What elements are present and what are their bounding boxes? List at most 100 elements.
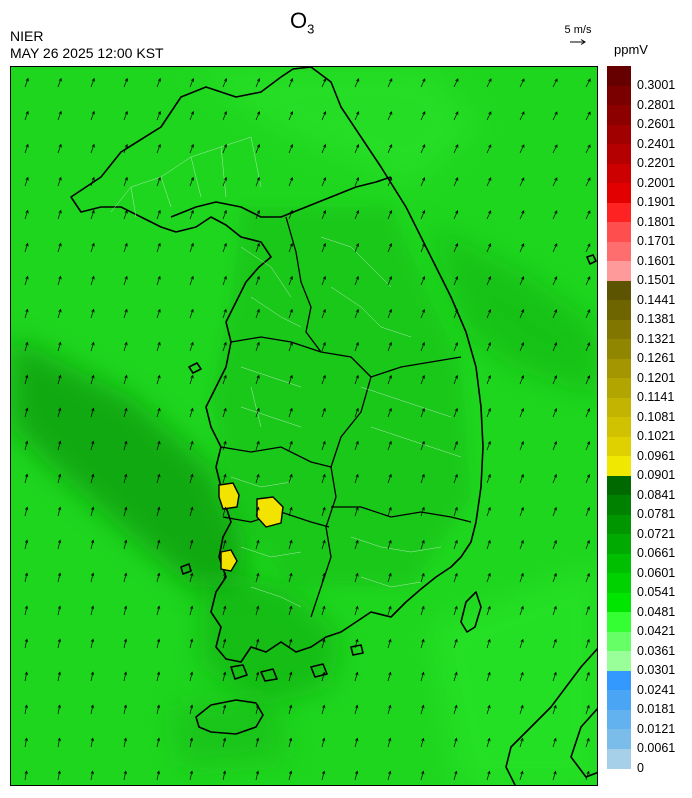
colorbar-label: 0.1381	[637, 312, 676, 326]
wind-arrow-icon	[552, 605, 557, 616]
wind-arrow-icon	[189, 506, 194, 517]
wind-arrow-icon	[486, 341, 492, 352]
wind-arrow-icon	[552, 144, 558, 154]
wind-arrow-icon	[354, 176, 360, 187]
wind-arrow-icon	[519, 341, 525, 352]
wind-arrow-icon	[585, 111, 591, 121]
colorbar-swatch	[607, 202, 631, 223]
wind-arrow-icon	[189, 275, 194, 286]
wind-arrow-icon	[57, 671, 62, 682]
wind-arrow-icon	[255, 110, 261, 121]
wind-arrow-icon	[24, 374, 29, 385]
wind-arrow-icon	[321, 374, 326, 385]
wind-arrow-icon	[57, 176, 62, 187]
high-ozone-southeast	[431, 567, 597, 785]
wind-arrow-icon	[321, 638, 326, 649]
wind-arrow-icon	[156, 737, 161, 748]
colorbar-label: 0.0301	[637, 663, 676, 677]
colorbar-swatch	[607, 475, 631, 496]
wind-arrow-icon	[189, 341, 194, 352]
wind-arrow-icon	[420, 177, 426, 187]
wind-arrow-icon	[156, 440, 161, 451]
colorbar-swatch	[607, 573, 631, 593]
wind-arrow-icon	[354, 308, 359, 319]
wind-arrow-icon	[156, 539, 161, 550]
wind-arrow-icon	[156, 638, 161, 649]
wind-arrow-icon	[585, 374, 591, 385]
wind-arrow-icon	[486, 111, 492, 121]
wind-arrow-icon	[288, 275, 293, 286]
wind-arrow-icon	[90, 440, 95, 451]
wind-arrow-icon	[90, 671, 95, 682]
wind-arrow-icon	[453, 308, 459, 319]
wind-arrow-icon	[420, 539, 425, 550]
county-line-2	[130, 136, 262, 218]
wind-arrow-icon	[453, 671, 458, 682]
wind-arrow-icon	[90, 506, 95, 517]
colorbar-swatch	[607, 163, 631, 184]
wind-arrow-icon	[486, 737, 491, 748]
colorbar-label: 0.0121	[637, 721, 676, 736]
wind-arrow-icon	[387, 209, 393, 220]
wind-arrow-icon	[519, 770, 524, 781]
wind-arrow-icon	[552, 572, 557, 583]
wind-arrow-icon	[585, 342, 591, 352]
wind-arrow-icon	[585, 440, 591, 451]
wind-arrow-icon	[420, 78, 426, 88]
colorbar-swatch	[607, 612, 631, 632]
wind-arrow-icon	[585, 671, 590, 682]
wind-arrow-icon	[321, 407, 326, 418]
colorbar-label: 0.0721	[637, 526, 676, 541]
wind-arrow-icon	[585, 78, 591, 88]
boundary-chungcheong-jeolla	[220, 446, 332, 468]
wind-arrow-icon	[387, 506, 392, 517]
boundary-gyeonggi-chungcheong	[230, 336, 322, 353]
low-ozone-band-south	[201, 567, 341, 707]
wind-arrow-icon	[255, 209, 260, 220]
colorbar-label: 0.1201	[637, 370, 676, 385]
wind-arrow-icon	[57, 506, 62, 517]
wind-arrow-icon	[57, 407, 62, 418]
wind-arrow-icon	[288, 770, 293, 781]
wind-arrow-icon	[255, 737, 260, 748]
wind-arrow-icon	[486, 177, 492, 187]
wind-arrow-icon	[321, 572, 326, 583]
wind-arrow-icon	[486, 78, 492, 88]
wind-arrow-icon	[552, 374, 558, 385]
colorbar-swatch	[607, 378, 631, 398]
wind-arrow-icon	[387, 407, 392, 418]
hotspot-southwest	[220, 549, 238, 572]
wind-arrow-icon	[24, 671, 28, 682]
wind-arrow-icon	[321, 78, 327, 88]
wind-arrow-icon	[24, 176, 29, 187]
wind-arrow-icon	[420, 308, 425, 319]
wind-arrow-icon	[519, 78, 525, 88]
colorbar-swatch	[607, 319, 631, 340]
colorbar-swatch	[607, 631, 631, 652]
wind-arrow-icon	[189, 704, 194, 715]
colorbar-swatch	[607, 261, 631, 281]
wind-arrow-icon	[222, 176, 227, 187]
wind-arrow-icon	[90, 209, 95, 220]
wind-arrow-icon	[486, 605, 491, 616]
wind-arrow-icon	[222, 143, 227, 154]
wind-arrow-icon	[552, 440, 557, 451]
korean-peninsula-coast	[70, 67, 484, 663]
colorbar	[607, 66, 631, 769]
wind-arrow-icon	[123, 539, 128, 550]
colorbar-label: 0.1901	[637, 195, 676, 209]
wind-arrow-icon	[420, 111, 426, 121]
wind-arrow-icon	[222, 605, 227, 616]
colorbar-label: 0.2601	[637, 117, 676, 131]
colorbar-swatch	[607, 651, 631, 671]
county-line-8	[350, 536, 442, 588]
wind-reference: 5 m/s	[556, 24, 600, 46]
wind-arrow-icon	[57, 275, 62, 286]
wind-arrow-icon	[288, 308, 293, 319]
colorbar-label: 0	[637, 760, 644, 775]
wind-arrow-icon	[585, 539, 590, 550]
wind-arrow-icon	[552, 770, 557, 781]
wind-arrow-icon	[354, 473, 359, 484]
wind-arrow-icon	[321, 143, 327, 154]
wind-arrow-icon	[354, 770, 359, 781]
